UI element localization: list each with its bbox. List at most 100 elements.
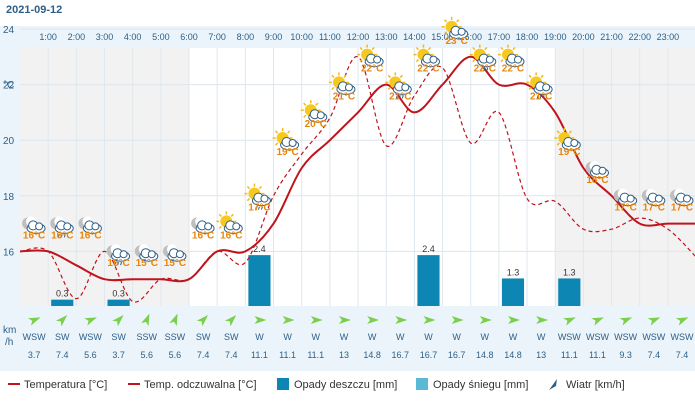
rain-bar: [417, 255, 440, 306]
rain-drop: [536, 95, 539, 99]
hour-label: 18:00: [516, 32, 539, 42]
wind-speed: 7.4: [676, 350, 689, 360]
y-tick-label: 22: [3, 81, 15, 92]
wind-direction: WSW: [79, 332, 102, 342]
wind-arrow-icon: [647, 317, 661, 326]
moon-cloud-icon: [78, 216, 102, 234]
wind-speed: 11.1: [307, 350, 324, 360]
wind-speed: 16.7: [448, 350, 466, 360]
hour-label: 1:00: [39, 32, 57, 42]
sun-cloud-rain-icon: [385, 72, 412, 99]
wind-arrow-icon: [563, 317, 576, 326]
slot-temperature: 16°C: [192, 230, 214, 241]
wind-speed: 11.1: [279, 350, 296, 360]
hour-label: 11:00: [319, 32, 341, 42]
wind-speed: 11.1: [589, 350, 606, 360]
slot-temperature: 16°C: [51, 230, 73, 241]
slot-temperature: 15°C: [107, 258, 129, 269]
wind-speed: 16.7: [392, 350, 410, 360]
wind-speed: 7.4: [225, 350, 238, 360]
wind-arrow-shape: [254, 316, 267, 324]
wind-direction: W: [340, 332, 349, 342]
wind-direction: WSW: [558, 332, 581, 342]
wind-speed: 9.3: [619, 350, 632, 360]
moon-cloud-icon: [162, 244, 187, 262]
slot-temperature: 18°C: [586, 175, 608, 186]
wind-direction: WSW: [670, 332, 693, 342]
legend-temperature: Temperatura [°C]: [24, 379, 107, 391]
slot-temperature: 21°C: [389, 91, 411, 102]
sun-ray: [387, 86, 391, 91]
hour-label: 12:00: [347, 32, 370, 42]
cloud-puff: [91, 222, 100, 231]
rain-drop: [539, 95, 542, 99]
wind-arrow-icon: [479, 316, 492, 324]
hour-label: 20:00: [572, 32, 595, 42]
rain-drop: [542, 95, 545, 99]
cloud-puff: [260, 194, 269, 203]
sun-cloud-icon: [328, 72, 356, 95]
sun-ray: [218, 213, 222, 217]
wind-direction: SW: [111, 332, 126, 342]
cloud-puff: [570, 139, 579, 147]
slot-temperature: 17°C: [614, 203, 636, 214]
cloud-puff: [147, 250, 156, 259]
sun-ray: [359, 46, 363, 51]
sun-ray: [556, 142, 560, 146]
rain-drop: [480, 67, 483, 71]
sun-cloud-icon: [497, 44, 525, 68]
rain-drop: [486, 67, 489, 71]
sun-cloud-icon: [272, 128, 300, 151]
rain-bar: [248, 255, 271, 306]
wind-arrow-icon: [169, 313, 178, 327]
sun-ray: [415, 59, 420, 63]
slot-temperature: 17°C: [643, 203, 665, 214]
legend-wind: Wiatr [km/h]: [566, 379, 625, 391]
sun-ray: [387, 74, 391, 78]
wind-speed: 7.4: [648, 350, 661, 360]
wind-arrow-icon: [55, 315, 68, 327]
rain-value-label: 2.4: [422, 244, 435, 254]
legend-rain: Opady deszczu [mm]: [294, 379, 397, 391]
wind-direction: SW: [224, 332, 239, 342]
hour-label: 15:00: [431, 32, 454, 42]
moon-cloud-rain-icon: [106, 244, 131, 266]
wind-direction: WSW: [642, 332, 665, 342]
wind-arrow-icon: [282, 316, 295, 324]
rain-bar: [501, 278, 525, 306]
y-tick-label: 18: [3, 192, 15, 203]
wind-arrow-shape: [395, 316, 408, 324]
sun-ray: [556, 130, 560, 134]
wind-arrow-icon: [591, 317, 604, 326]
rain-drop: [117, 262, 120, 266]
wind-arrow-icon: [338, 316, 351, 324]
slot-temperature: 21°C: [333, 91, 355, 102]
wind-arrow-icon: [112, 315, 124, 327]
slot-temperature: 22°C: [361, 64, 383, 75]
hour-label: 6:00: [180, 32, 198, 42]
wind-direction: W: [481, 332, 490, 342]
hour-label: 22:00: [628, 32, 651, 42]
moon-cloud-icon: [191, 216, 215, 234]
wind-arrow-shape: [282, 316, 295, 324]
slot-temperature: 15°C: [136, 258, 158, 269]
wind-arrow-icon: [395, 316, 408, 324]
rain-drop: [401, 95, 404, 99]
cloud-puff: [119, 250, 128, 259]
cloud-puff: [175, 250, 184, 259]
wind-arrow-shape: [196, 315, 209, 327]
wind-arrow-shape: [141, 313, 150, 327]
rain-drop: [63, 234, 66, 238]
wind-arrow-shape: [224, 315, 237, 327]
moon-cloud-rain-icon: [50, 216, 74, 238]
rain-bar: [107, 299, 130, 306]
hour-band: [20, 26, 695, 48]
wind-direction: WSW: [614, 332, 637, 342]
sun-cloud-rain-icon: [526, 72, 553, 99]
sun-ray: [315, 102, 319, 106]
wind-direction: W: [283, 332, 292, 342]
legend-snow-swatch: [416, 378, 428, 390]
sun-cloud-icon: [441, 16, 469, 40]
cloud-puff: [626, 194, 635, 203]
